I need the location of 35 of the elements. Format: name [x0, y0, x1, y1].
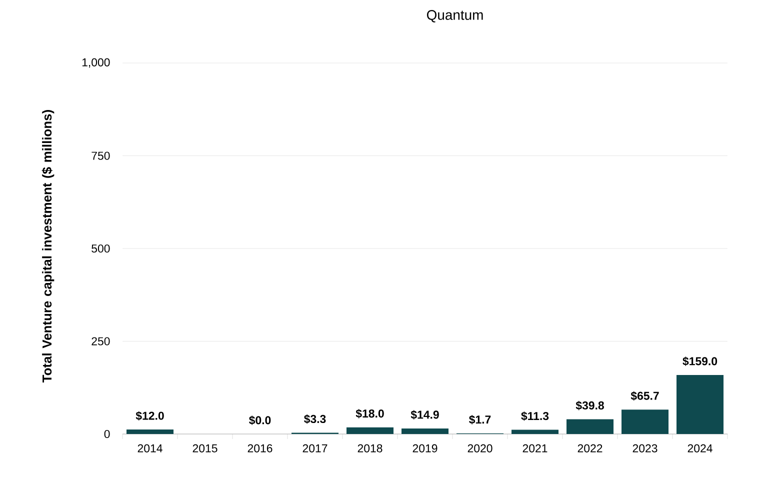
bar	[676, 375, 724, 434]
y-tick-label: 250	[92, 337, 110, 346]
data-label: $14.9	[410, 410, 439, 420]
y-axis-title: Total Venture capital investment ($ millions)	[42, 110, 54, 382]
x-tick-label: 2022	[578, 444, 602, 452]
data-label: $3.3	[304, 414, 326, 424]
bar	[622, 410, 669, 434]
data-label: $65.7	[630, 391, 659, 401]
x-tick-label: 2014	[138, 444, 162, 452]
y-tick-label: 0	[104, 430, 110, 438]
data-label: $0.0	[249, 416, 271, 425]
x-tick-label: 2023	[632, 444, 658, 452]
x-tick-label: 2021	[522, 444, 548, 452]
x-tick-label: 2015	[192, 444, 218, 452]
bar	[512, 430, 559, 434]
x-tick-label: 2017	[302, 444, 328, 452]
y-tick-label: 750	[92, 152, 110, 160]
bar	[402, 428, 449, 434]
data-label: $39.8	[576, 400, 604, 410]
x-tick-label: 2020	[468, 444, 492, 452]
x-tick-label: 2016	[248, 444, 272, 452]
x-tick-label: 2018	[358, 444, 382, 452]
x-tick-label: 2019	[412, 444, 438, 452]
y-tick-label: 1,000	[82, 58, 110, 68]
data-label: $159.0	[682, 356, 718, 366]
bar	[126, 430, 174, 434]
x-tick-label: 2024	[688, 444, 712, 452]
data-label: $11.3	[521, 411, 549, 421]
bar	[566, 419, 614, 434]
bar	[346, 427, 394, 434]
y-tick-label: 500	[92, 244, 110, 253]
data-label: $18.0	[356, 408, 384, 418]
chart-title: Quantum	[426, 10, 483, 22]
data-label: $12.0	[136, 411, 164, 421]
data-label: $1.7	[469, 415, 491, 424]
